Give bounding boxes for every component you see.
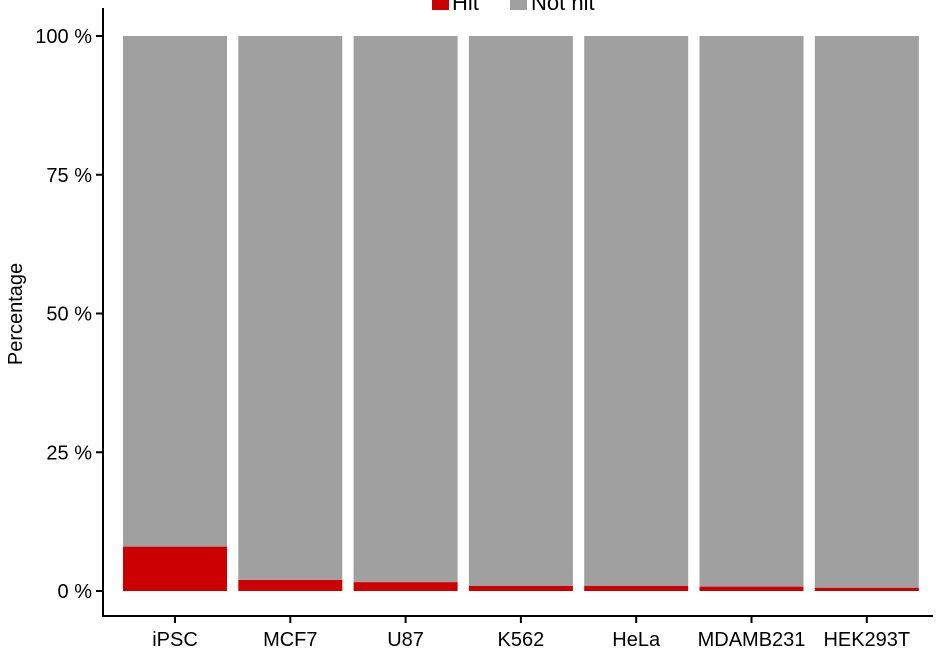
x-tick-label-ipsc: iPSC bbox=[152, 629, 198, 651]
bar-mcf7-hit bbox=[238, 579, 343, 591]
y-ticks: 0 % 25 % 50 % 75 % 100 % bbox=[35, 26, 103, 603]
x-tick-label-mdamb231: MDAMB231 bbox=[698, 629, 806, 651]
y-tick-label: 100 % bbox=[35, 26, 92, 48]
y-tick-label: 50 % bbox=[46, 304, 92, 326]
bar-hek293t-hit bbox=[814, 587, 919, 591]
x-tick-label-mcf7: MCF7 bbox=[263, 629, 317, 651]
legend-swatch-hit bbox=[432, 0, 449, 10]
y-tick-label: 75 % bbox=[46, 165, 92, 187]
y-tick-label: 25 % bbox=[46, 442, 92, 464]
x-tick-label-u87: U87 bbox=[387, 629, 424, 651]
bar-k562-not-hit bbox=[468, 36, 573, 586]
legend-swatch-not-hit bbox=[510, 0, 527, 10]
x-tick-label-k562: K562 bbox=[498, 629, 545, 651]
bar-hela-not-hit bbox=[584, 36, 689, 586]
x-ticks: iPSC MCF7 U87 K562 HeLa MDAMB231 HEK293T bbox=[152, 616, 910, 651]
bars-layer bbox=[123, 36, 919, 591]
bar-mdamb231-not-hit bbox=[699, 36, 804, 587]
legend: Hit Not hit bbox=[432, 0, 595, 15]
bar-hela-hit bbox=[584, 586, 689, 591]
legend-label-not-hit: Not hit bbox=[531, 0, 595, 15]
y-tick-label: 0 % bbox=[58, 581, 93, 603]
bar-ipsc-hit bbox=[123, 546, 227, 591]
bar-u87-not-hit bbox=[353, 36, 458, 583]
bar-k562-hit bbox=[468, 586, 573, 591]
bar-u87-hit bbox=[353, 582, 458, 591]
x-tick-label-hek293t: HEK293T bbox=[823, 629, 910, 651]
legend-label-hit: Hit bbox=[452, 0, 479, 15]
bar-mdamb231-hit bbox=[699, 586, 804, 591]
x-tick-label-hela: HeLa bbox=[612, 629, 661, 651]
bar-hek293t-not-hit bbox=[814, 36, 919, 588]
bar-ipsc-not-hit bbox=[123, 36, 227, 547]
bar-mcf7-not-hit bbox=[238, 36, 343, 580]
y-axis-title: Percentage bbox=[5, 263, 27, 365]
